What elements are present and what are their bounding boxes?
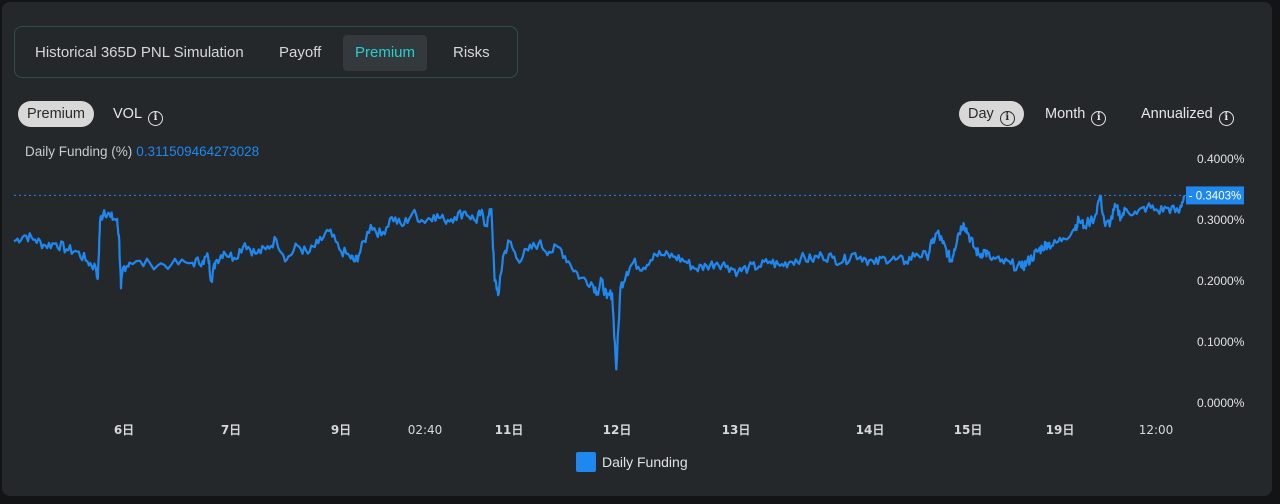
x-tick-label: 12日	[603, 423, 632, 437]
daily-funding-value: 0.311509464273028	[136, 144, 260, 159]
info-icon[interactable]: i	[1218, 111, 1234, 126]
chart-panel	[2, 2, 1272, 496]
y-tick-label: 0.4000%	[1197, 152, 1245, 166]
x-tick-label: 11日	[495, 423, 524, 437]
annualized-toggle[interactable]: Annualized i	[1141, 101, 1234, 127]
legend-label: Daily Funding	[602, 454, 688, 470]
day-toggle[interactable]: Day i	[959, 101, 1024, 127]
series-line-daily-funding	[13, 194, 1186, 371]
info-icon[interactable]: i	[999, 111, 1015, 126]
x-tick-label: 19日	[1046, 423, 1075, 437]
info-icon[interactable]: i	[148, 111, 164, 126]
y-tick-label: 0.2000%	[1197, 274, 1245, 288]
month-toggle[interactable]: Month i	[1045, 101, 1107, 127]
daily-funding-readout: Daily Funding (%) 0.311509464273028	[25, 144, 259, 159]
info-icon[interactable]: i	[1091, 111, 1107, 126]
vol-toggle[interactable]: VOL i	[113, 101, 164, 127]
tab-risks[interactable]: Risks	[453, 44, 490, 61]
premium-toggle[interactable]: Premium	[18, 101, 95, 127]
premium-toggle-label: Premium	[27, 106, 86, 122]
tab-premium[interactable]: Premium	[343, 35, 428, 71]
tab-historical-pnl[interactable]: Historical 365D PNL Simulation	[35, 44, 244, 61]
day-toggle-label: Day	[968, 106, 994, 122]
x-tick-label: 7日	[221, 423, 241, 437]
vol-toggle-label: VOL	[113, 106, 143, 122]
x-tick-label: 12:00	[1139, 423, 1174, 437]
tab-payoff[interactable]: Payoff	[279, 44, 322, 61]
y-tick-label: 0.3000%	[1197, 213, 1245, 227]
annualized-toggle-label: Annualized	[1141, 106, 1213, 122]
month-toggle-label: Month	[1045, 106, 1086, 122]
last-value-label: - 0.3403%	[1189, 190, 1241, 202]
y-tick-label: 0.0000%	[1197, 396, 1245, 410]
legend-swatch	[576, 452, 596, 472]
y-tick-label: 0.1000%	[1197, 335, 1245, 349]
view-tabs: Historical 365D PNL Simulation Payoff Pr…	[14, 26, 518, 78]
daily-funding-label: Daily Funding (%)	[25, 144, 133, 159]
chart-legend: Daily Funding	[576, 452, 688, 472]
x-tick-label: 14日	[856, 423, 885, 437]
x-tick-label: 6日	[114, 423, 134, 437]
last-value-badge	[1186, 186, 1244, 205]
x-tick-label: 15日	[954, 423, 983, 437]
x-tick-label: 02:40	[408, 423, 443, 437]
x-tick-label: 13日	[722, 423, 751, 437]
x-tick-label: 9日	[331, 423, 351, 437]
